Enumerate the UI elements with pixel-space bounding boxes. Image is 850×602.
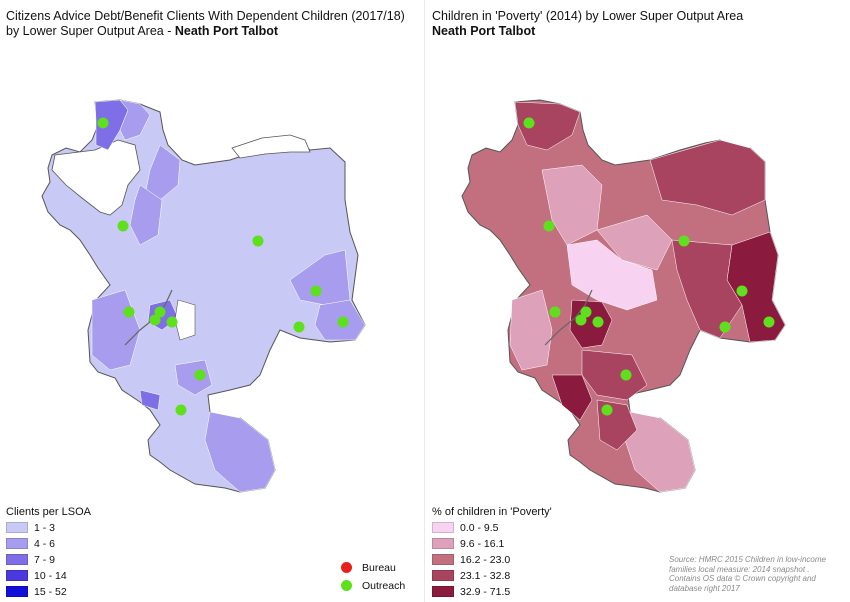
outreach-point[interactable] — [601, 404, 613, 416]
source-note: Source: HMRC 2015 Children in low-income… — [669, 555, 826, 593]
left-title-line2: by Lower Super Output Area - — [6, 24, 175, 38]
legend-swatch — [432, 538, 454, 549]
poverty-legend-item: 9.6 - 16.1 — [432, 537, 504, 550]
outreach-point[interactable] — [523, 117, 535, 129]
right-title-line1: Children in 'Poverty' (2014) by Lower Su… — [432, 9, 744, 23]
outreach-point[interactable] — [592, 316, 604, 328]
outreach-point[interactable] — [97, 117, 109, 129]
outreach-point[interactable] — [175, 404, 187, 416]
legend-label: 15 - 52 — [34, 585, 67, 598]
outreach-legend-item: Outreach — [341, 579, 405, 592]
legend-label: 1 - 3 — [34, 521, 56, 534]
clients-legend-item: 15 - 52 — [6, 585, 67, 598]
clients-legend-item: 10 - 14 — [6, 569, 67, 582]
excluded-area-west — [51, 139, 141, 216]
outreach-point[interactable] — [149, 314, 161, 326]
outreach-point[interactable] — [310, 285, 322, 297]
zone-coast-highest — [551, 374, 593, 421]
poverty-map — [461, 99, 786, 493]
outreach-point[interactable] — [575, 314, 587, 326]
zone-southwest-light — [509, 289, 553, 371]
clients-legend-item: 4 - 6 — [6, 537, 55, 550]
zone-northeast — [649, 139, 766, 216]
poverty-legend-item: 0.0 - 9.5 — [432, 521, 499, 534]
outreach-point[interactable] — [543, 220, 555, 232]
left-outreach-points — [97, 117, 349, 416]
clients-legend-item: 7 - 9 — [6, 553, 55, 566]
outreach-point[interactable] — [293, 321, 305, 333]
legend-label: 0.0 - 9.5 — [460, 521, 499, 534]
outreach-point[interactable] — [620, 369, 632, 381]
outreach-point[interactable] — [763, 316, 775, 328]
right-title-area: Neath Port Talbot — [432, 24, 536, 38]
outreach-point[interactable] — [194, 369, 206, 381]
clients-legend-item: 1 - 3 — [6, 521, 55, 534]
legend-swatch — [432, 554, 454, 565]
legend-label: 9.6 - 16.1 — [460, 537, 505, 550]
zone-central-light — [596, 214, 673, 271]
outreach-dot — [341, 580, 352, 591]
zone-east-high — [671, 239, 743, 339]
outreach-point[interactable] — [123, 306, 135, 318]
poverty-legend-item: 32.9 - 71.5 — [432, 585, 510, 598]
legend-swatch — [432, 586, 454, 597]
left-map-title: Citizens Advice Debt/Benefit Clients Wit… — [6, 9, 421, 39]
river-line — [544, 289, 593, 346]
legend-label: 16.2 - 23.0 — [460, 553, 511, 566]
legend-swatch — [6, 522, 28, 533]
zone-central-lightest — [566, 239, 658, 311]
legend-label: 10 - 14 — [34, 569, 67, 582]
left-title-line1: Citizens Advice Debt/Benefit Clients Wit… — [6, 9, 405, 23]
excluded-area-central — [174, 299, 196, 341]
outreach-point[interactable] — [719, 321, 731, 333]
outreach-point[interactable] — [154, 306, 166, 318]
outreach-point[interactable] — [252, 235, 264, 247]
zone-west-valley — [129, 184, 163, 246]
legend-label: Outreach — [362, 579, 406, 592]
legend-swatch — [6, 570, 28, 581]
poverty-legend-title: % of children in 'Poverty' — [432, 506, 552, 518]
outreach-point[interactable] — [337, 316, 349, 328]
zone-south-town — [174, 359, 213, 396]
zone-southeast-light — [624, 411, 696, 493]
left-title-area: Neath Port Talbot — [174, 24, 279, 38]
outreach-point[interactable] — [678, 235, 690, 247]
zone-southeast-upland — [204, 411, 276, 493]
clients-legend-title: Clients per LSOA — [6, 506, 91, 518]
bureau-legend-item: Bureau — [341, 561, 396, 574]
legend-swatch — [6, 538, 28, 549]
excluded-area-northeast — [231, 134, 311, 159]
zone-south-high — [139, 389, 161, 411]
outreach-point[interactable] — [736, 285, 748, 297]
poverty-legend-item: 23.1 - 32.8 — [432, 569, 510, 582]
right-outreach-points — [523, 117, 775, 416]
zone-north — [514, 101, 581, 151]
clients-map — [41, 99, 366, 493]
zone-north-mid — [119, 99, 151, 141]
legend-label: Bureau — [362, 561, 396, 574]
right-map-title: Children in 'Poverty' (2014) by Lower Su… — [432, 9, 847, 39]
legend-label: 4 - 6 — [34, 537, 56, 550]
legend-label: 32.9 - 71.5 — [460, 585, 511, 598]
panel-divider — [424, 0, 425, 602]
outreach-point[interactable] — [166, 316, 178, 328]
legend-label: 7 - 9 — [34, 553, 56, 566]
poverty-legend-item: 16.2 - 23.0 — [432, 553, 510, 566]
bureau-dot — [341, 562, 352, 573]
outreach-point[interactable] — [549, 306, 561, 318]
outreach-point[interactable] — [117, 220, 129, 232]
legend-label: 23.1 - 32.8 — [460, 569, 511, 582]
outreach-point[interactable] — [580, 306, 592, 318]
legend-swatch — [6, 554, 28, 565]
legend-swatch — [432, 522, 454, 533]
legend-swatch — [6, 586, 28, 597]
legend-swatch — [432, 570, 454, 581]
